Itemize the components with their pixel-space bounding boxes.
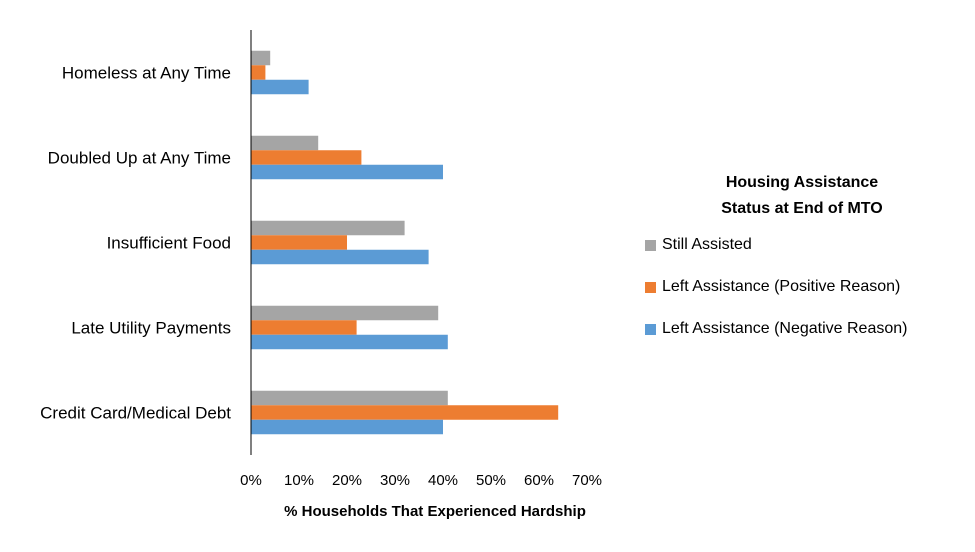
x-tick-label: 30% xyxy=(380,472,410,489)
bar-2-1 xyxy=(251,65,266,80)
x-axis-title: % Households That Experienced Hardship xyxy=(284,503,586,520)
category-label: Insufficient Food xyxy=(107,234,231,253)
bar-2-4 xyxy=(251,320,357,335)
bar-2-2 xyxy=(251,150,362,165)
bar-1-2 xyxy=(251,135,319,151)
bar-1-1 xyxy=(251,50,271,66)
bar-2-3 xyxy=(251,235,347,250)
legend-label: Still Assisted xyxy=(662,236,752,253)
category-label: Late Utility Payments xyxy=(71,319,231,338)
bar-2-5 xyxy=(251,405,559,420)
bar-3-4 xyxy=(251,334,448,350)
x-tick-label: 50% xyxy=(476,472,506,489)
legend: Housing Assistance Status at End of MTO … xyxy=(645,170,965,350)
bar-3-2 xyxy=(251,164,443,180)
x-tick-label: 40% xyxy=(428,472,458,489)
legend-item: Left Assistance (Positive Reason) xyxy=(645,266,965,308)
x-tick-labels: 0% 10% 20% 30% 40% 50% 60% 70% xyxy=(240,472,602,489)
legend-swatch xyxy=(645,323,656,335)
legend-label: Left Assistance (Positive Reason) xyxy=(662,278,901,295)
legend-swatch xyxy=(645,281,656,293)
legend-title-line2: Status at End of MTO xyxy=(721,200,883,217)
legend-title-line1: Housing Assistance xyxy=(725,174,879,191)
category-labels: Homeless at Any Time Doubled Up at Any Ti… xyxy=(40,64,231,423)
legend-item: Left Assistance (Negative Reason) xyxy=(645,308,965,350)
bar-1-4 xyxy=(251,305,439,321)
x-tick-label: 70% xyxy=(572,472,602,489)
bar-3-1 xyxy=(251,79,309,95)
bar-3-5 xyxy=(251,419,443,435)
x-tick-label: 10% xyxy=(284,472,314,489)
x-tick-label: 20% xyxy=(332,472,362,489)
category-label: Doubled Up at Any Time xyxy=(48,149,231,168)
bar-3-3 xyxy=(251,249,429,265)
bars-group xyxy=(251,50,559,435)
legend-item: Still Assisted xyxy=(645,224,965,266)
x-tick-label: 60% xyxy=(524,472,554,489)
category-label: Homeless at Any Time xyxy=(62,64,231,83)
legend-swatch xyxy=(645,239,656,251)
category-label: Credit Card/Medical Debt xyxy=(40,404,231,423)
legend-label: Left Assistance (Negative Reason) xyxy=(662,320,908,337)
x-tick-label: 0% xyxy=(240,472,262,489)
bar-1-3 xyxy=(251,220,405,236)
bar-1-5 xyxy=(251,390,448,406)
legend-items: Still Assisted Left Assistance (Positive … xyxy=(645,224,965,350)
